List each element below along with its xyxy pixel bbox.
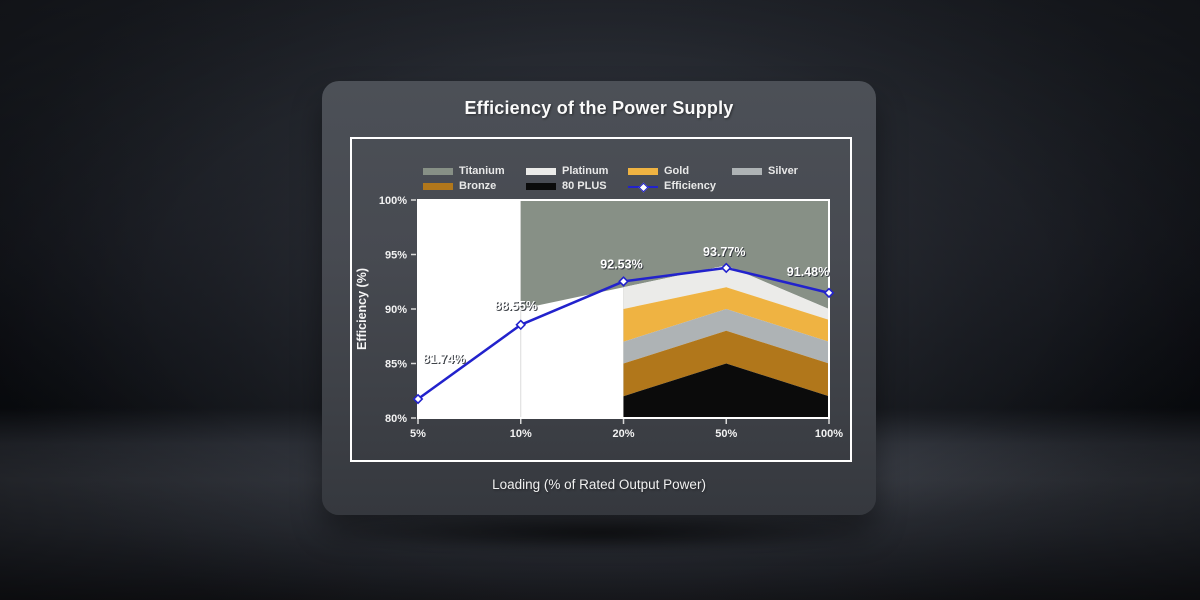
legend-diamond-marker <box>638 182 649 192</box>
efficiency-marker <box>823 287 835 299</box>
plot-border <box>417 199 830 419</box>
x-tick-label: 20% <box>612 428 634 440</box>
point-label: 88.55% <box>495 299 537 313</box>
point-label: 91.48% <box>787 265 829 279</box>
y-tick-label: 95% <box>385 250 407 262</box>
band-titanium <box>520 200 829 309</box>
x-axis-title: Loading (% of Rated Output Power) <box>492 477 706 492</box>
legend: Titanium Platinum Gold Silver Bronze 80 PLUS E… <box>352 139 850 199</box>
band-platinum <box>623 265 829 320</box>
point-label: 81.74% <box>423 352 465 366</box>
point-label: 92.53% <box>600 257 642 271</box>
legend-item-efficiency: Efficiency <box>628 180 716 193</box>
legend-swatch <box>628 168 658 175</box>
x-tick-label: 5% <box>410 428 426 440</box>
point-label: 93.77% <box>703 245 745 259</box>
legend-swatch <box>526 183 556 190</box>
legend-item-platinum: Platinum <box>526 165 608 178</box>
legend-label: Gold <box>664 165 690 177</box>
legend-label: Efficiency <box>664 180 716 192</box>
legend-label: 80 PLUS <box>562 180 607 192</box>
plot-svg: 80% 85% 90% 95% 100% 5% 10% 20% 50% 100% Efficienc… <box>355 195 843 440</box>
y-axis-title: Efficiency (%) <box>355 268 369 350</box>
legend-swatch <box>526 168 556 175</box>
band-80-plus <box>623 363 829 418</box>
card-drop-shadow <box>328 514 872 552</box>
y-tick-label: 100% <box>379 195 407 207</box>
legend-line-glyph <box>628 180 658 193</box>
y-tick-label: 90% <box>385 304 407 316</box>
legend-item-titanium: Titanium <box>423 165 505 178</box>
x-tick-label: 10% <box>510 428 532 440</box>
band-gold <box>623 287 829 342</box>
legend-label: Platinum <box>562 165 609 177</box>
y-tick-label: 80% <box>385 413 407 425</box>
efficiency-marker <box>515 319 527 331</box>
efficiency-marker <box>720 262 732 274</box>
chart-card: Efficiency of the Power Supply 80% 85% 90%… <box>322 81 876 515</box>
chart-title: Efficiency of the Power Supply <box>464 98 734 118</box>
x-tick-label: 50% <box>715 428 737 440</box>
legend-item-80-plus: 80 PLUS <box>526 180 607 193</box>
chart-frame: 80% 85% 90% 95% 100% 5% 10% 20% 50% 100% Efficienc… <box>350 137 852 462</box>
legend-label: Bronze <box>459 180 497 192</box>
efficiency-marker <box>618 276 629 287</box>
y-tick-label: 85% <box>385 359 407 371</box>
band-silver <box>623 309 829 364</box>
legend-label: Silver <box>768 165 798 177</box>
legend-label: Titanium <box>459 165 505 177</box>
efficiency-marker <box>412 393 424 405</box>
legend-item-gold: Gold <box>628 165 689 178</box>
legend-swatch <box>423 183 453 190</box>
legend-swatch <box>423 168 453 175</box>
x-tick-label: 100% <box>815 428 843 440</box>
legend-item-bronze: Bronze <box>423 180 496 193</box>
legend-swatch <box>732 168 762 175</box>
legend-item-silver: Silver <box>732 165 798 178</box>
